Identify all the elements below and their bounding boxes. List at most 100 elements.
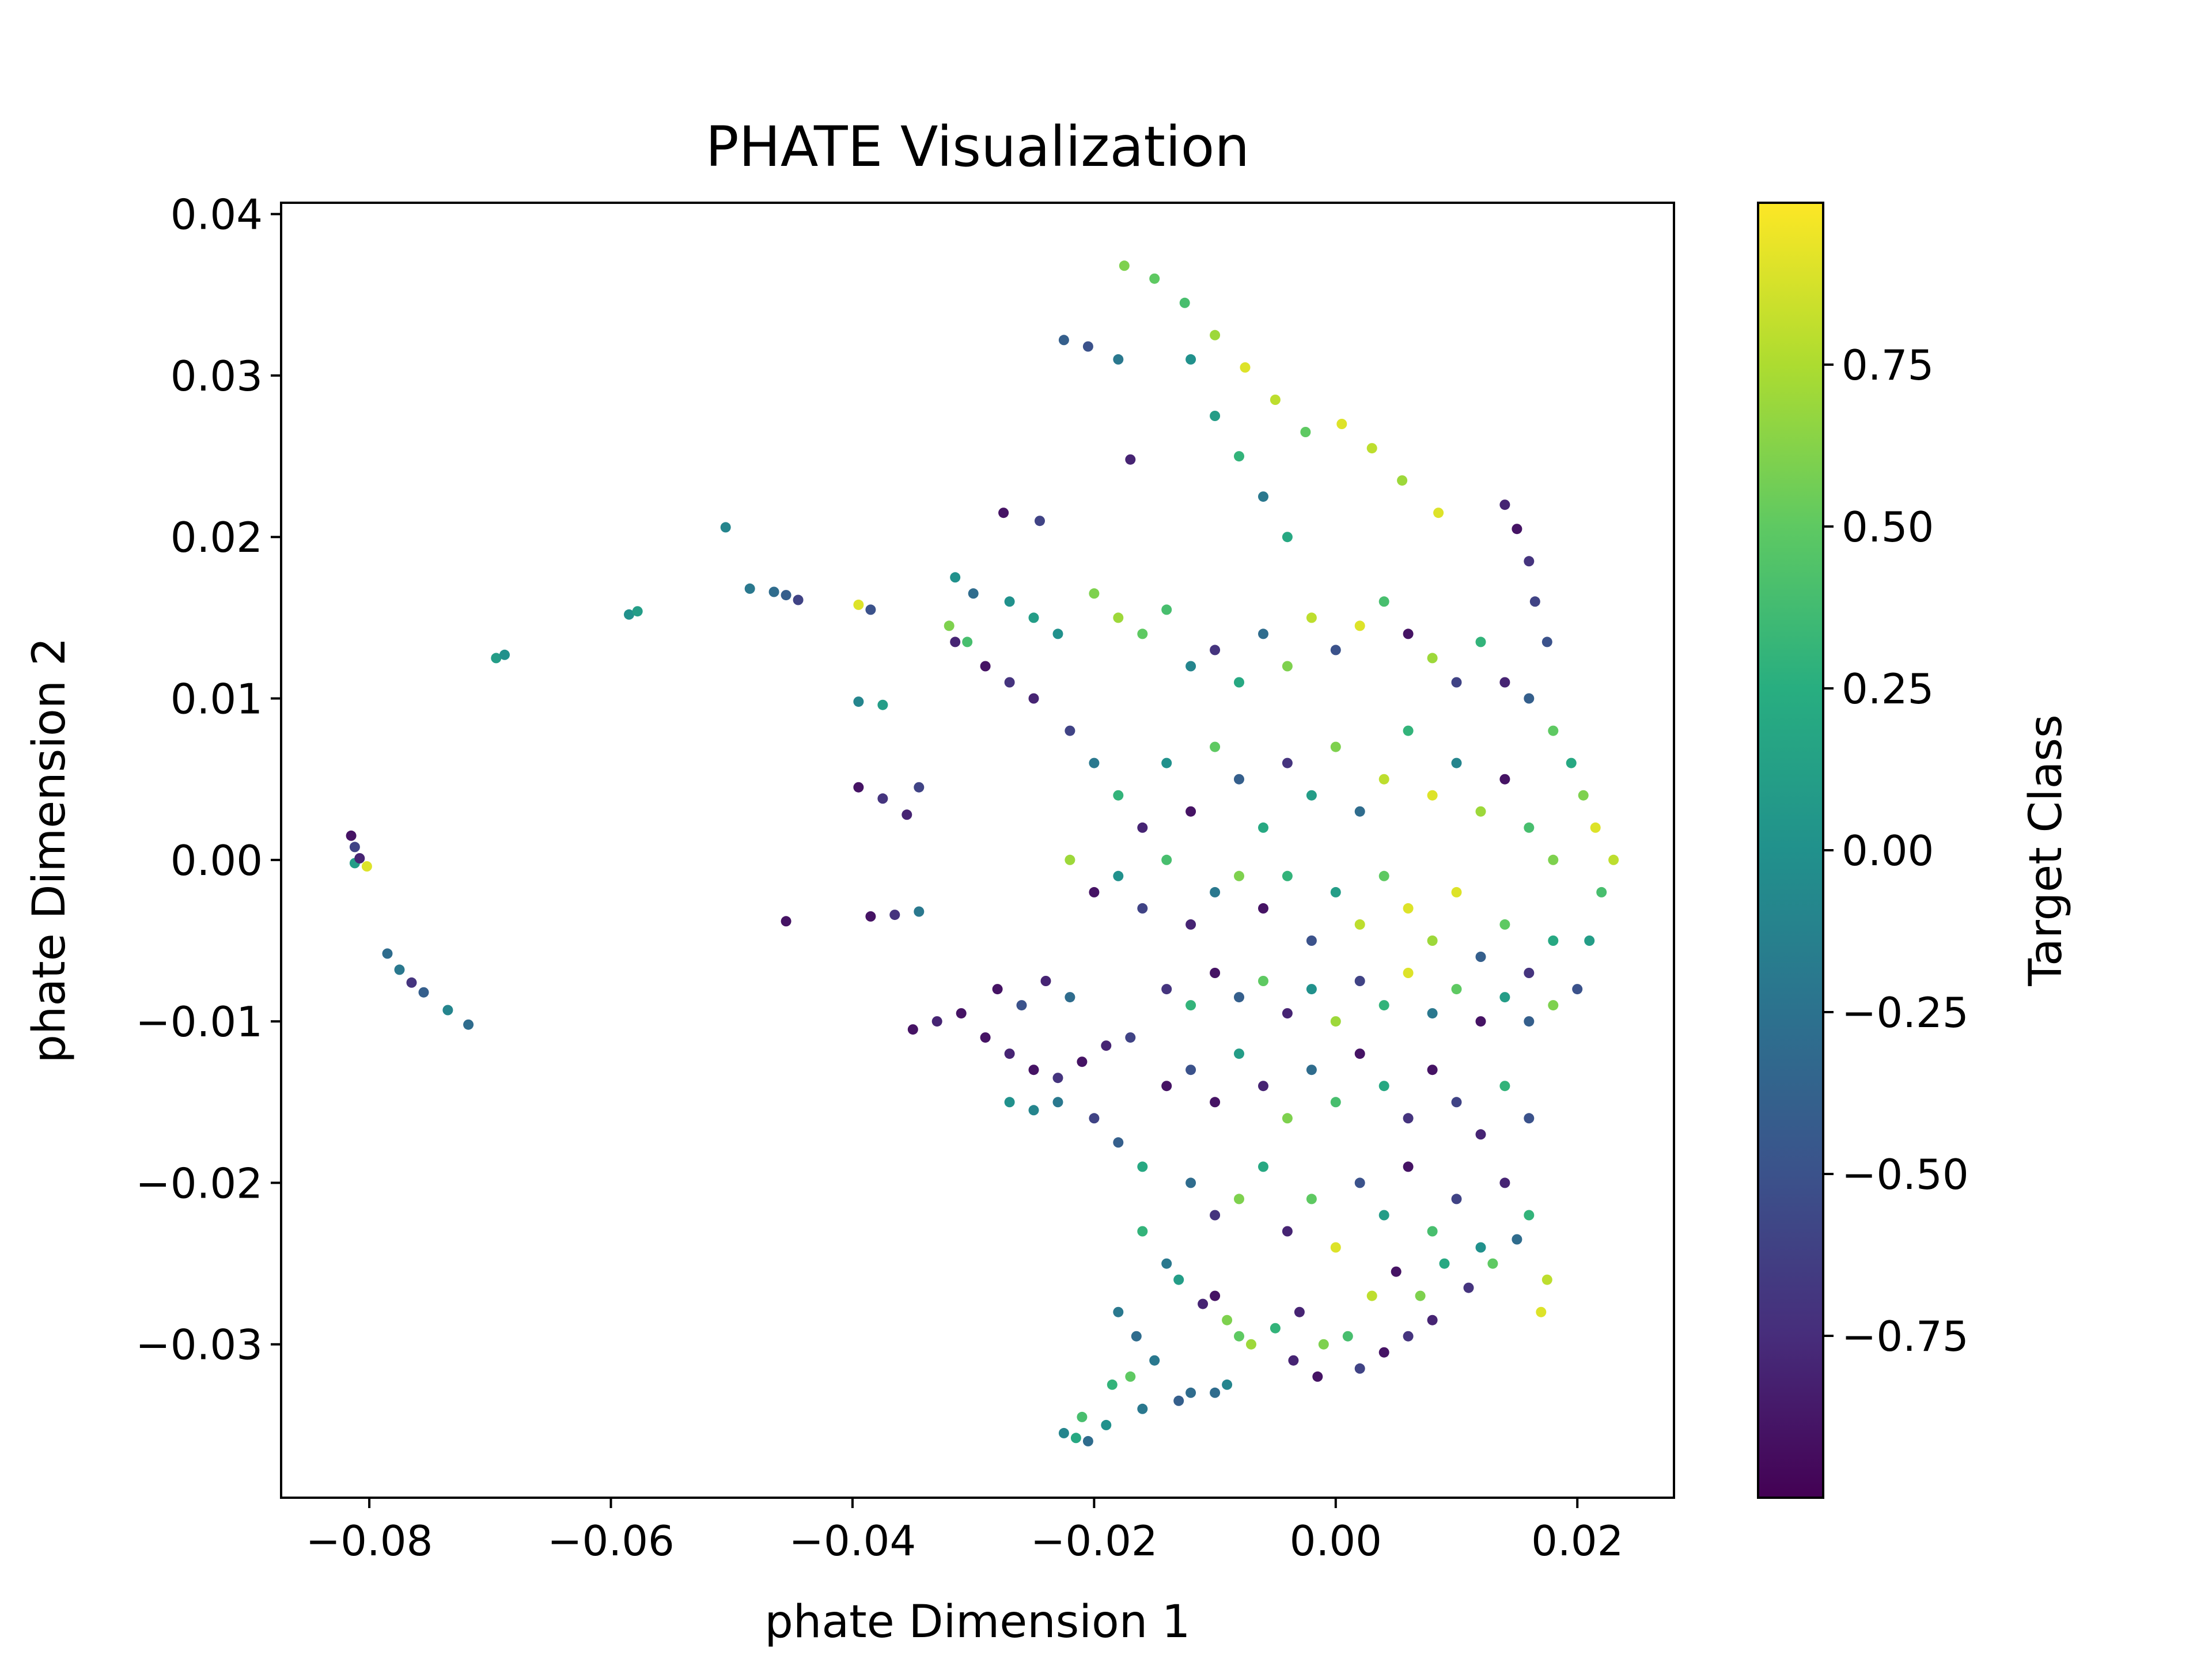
scatter-point [1427, 1065, 1438, 1075]
scatter-point [1270, 1323, 1281, 1334]
scatter-point [1004, 1097, 1015, 1108]
scatter-point [1137, 1161, 1148, 1172]
scatter-point [1451, 887, 1462, 897]
scatter-point [992, 984, 1003, 995]
y-tick-label: 0.01 [171, 675, 263, 724]
scatter-point [1222, 1315, 1233, 1325]
scatter-point [1234, 870, 1244, 881]
scatter-point [624, 609, 634, 620]
scatter-point [1524, 1016, 1535, 1027]
scatter-point [1052, 1073, 1063, 1084]
scatter-point [877, 699, 888, 710]
scatter-point [1499, 499, 1510, 510]
scatter-point [1137, 1403, 1148, 1414]
y-tick-label: −0.03 [135, 1321, 263, 1369]
scatter-point [1548, 1000, 1559, 1011]
scatter-point [1306, 1194, 1317, 1205]
scatter-point [793, 594, 804, 605]
scatter-point [1185, 1177, 1196, 1188]
scatter-point [1451, 984, 1462, 995]
scatter-point [1258, 822, 1268, 833]
scatter-point [1541, 1274, 1552, 1285]
scatter-points [346, 260, 1619, 1446]
scatter-point [1584, 935, 1595, 946]
scatter-point [1524, 822, 1535, 833]
scatter-point [1548, 725, 1559, 736]
scatter-point [1185, 1000, 1196, 1011]
scatter-point [1185, 1387, 1196, 1398]
scatter-point [1173, 1395, 1184, 1406]
x-tick-label: −0.04 [789, 1517, 916, 1565]
scatter-point [1378, 1081, 1389, 1092]
scatter-point [1306, 1065, 1317, 1075]
scatter-point [1330, 887, 1341, 897]
scatter-point [346, 830, 357, 841]
colorbar [1757, 202, 1824, 1499]
scatter-point [1354, 806, 1365, 817]
scatter-point [1210, 741, 1221, 752]
scatter-point [1306, 790, 1317, 801]
scatter-point [1427, 653, 1438, 664]
scatter-point [768, 586, 779, 597]
scatter-point [1113, 870, 1124, 881]
scatter-point [956, 1008, 967, 1019]
scatter-point [1330, 645, 1341, 656]
scatter-point [1070, 1433, 1081, 1444]
scatter-point [1608, 854, 1619, 865]
scatter-point [1403, 628, 1414, 639]
scatter-point [1258, 1081, 1268, 1092]
scatter-point [889, 910, 900, 921]
x-tick-label: −0.06 [547, 1517, 675, 1565]
scatter-point [1499, 1081, 1510, 1092]
scatter-point [1040, 976, 1051, 986]
scatter-point [1234, 992, 1244, 1003]
scatter-point [1415, 1290, 1426, 1301]
scatter-point [1149, 273, 1160, 284]
scatter-point [1234, 677, 1244, 688]
scatter-point [1258, 976, 1268, 986]
scatter-point [1137, 1226, 1148, 1237]
scatter-point [1451, 757, 1462, 768]
scatter-point [1125, 1032, 1136, 1043]
x-tick-label: 0.02 [1531, 1517, 1623, 1565]
scatter-point [1524, 968, 1535, 978]
scatter-point [853, 599, 864, 610]
scatter-point [1089, 1113, 1100, 1124]
scatter-point [1499, 677, 1510, 688]
y-axis-ticks: −0.03 −0.02 −0.01 0.00 0.01 0.02 0.03 0.04 [135, 191, 281, 1369]
scatter-point [1137, 628, 1148, 639]
scatter-point [1548, 935, 1559, 946]
x-axis-label: phate Dimension 1 [764, 1596, 1190, 1648]
scatter-point [1524, 1113, 1535, 1124]
scatter-point [1475, 1129, 1486, 1140]
scatter-point [1149, 1355, 1160, 1366]
scatter-point [499, 649, 510, 660]
scatter-point [1161, 1258, 1172, 1269]
scatter-point [1173, 1274, 1184, 1285]
scatter-point [1499, 1177, 1510, 1188]
y-tick-label: −0.01 [135, 998, 263, 1046]
scatter-point [1354, 1177, 1365, 1188]
scatter-point [1077, 1411, 1088, 1422]
scatter-point [1427, 1315, 1438, 1325]
scatter-point [1590, 822, 1601, 833]
y-tick-label: 0.04 [171, 191, 263, 239]
scatter-point [1028, 693, 1039, 704]
scatter-point [950, 572, 961, 583]
scatter-point [1499, 774, 1510, 785]
scatter-point [1234, 1194, 1244, 1205]
scatter-point [354, 853, 365, 863]
scatter-point [1161, 604, 1172, 615]
scatter-point [931, 1016, 942, 1027]
scatter-point [1210, 1290, 1221, 1301]
scatter-point [1089, 757, 1100, 768]
scatter-point [1004, 677, 1015, 688]
scatter-point [1512, 1234, 1522, 1245]
scatter-point [1354, 1048, 1365, 1059]
scatter-point [491, 653, 502, 664]
scatter-point [865, 604, 876, 615]
scatter-point [980, 1032, 991, 1043]
scatter-point [1101, 1419, 1112, 1430]
scatter-point [1113, 354, 1124, 365]
